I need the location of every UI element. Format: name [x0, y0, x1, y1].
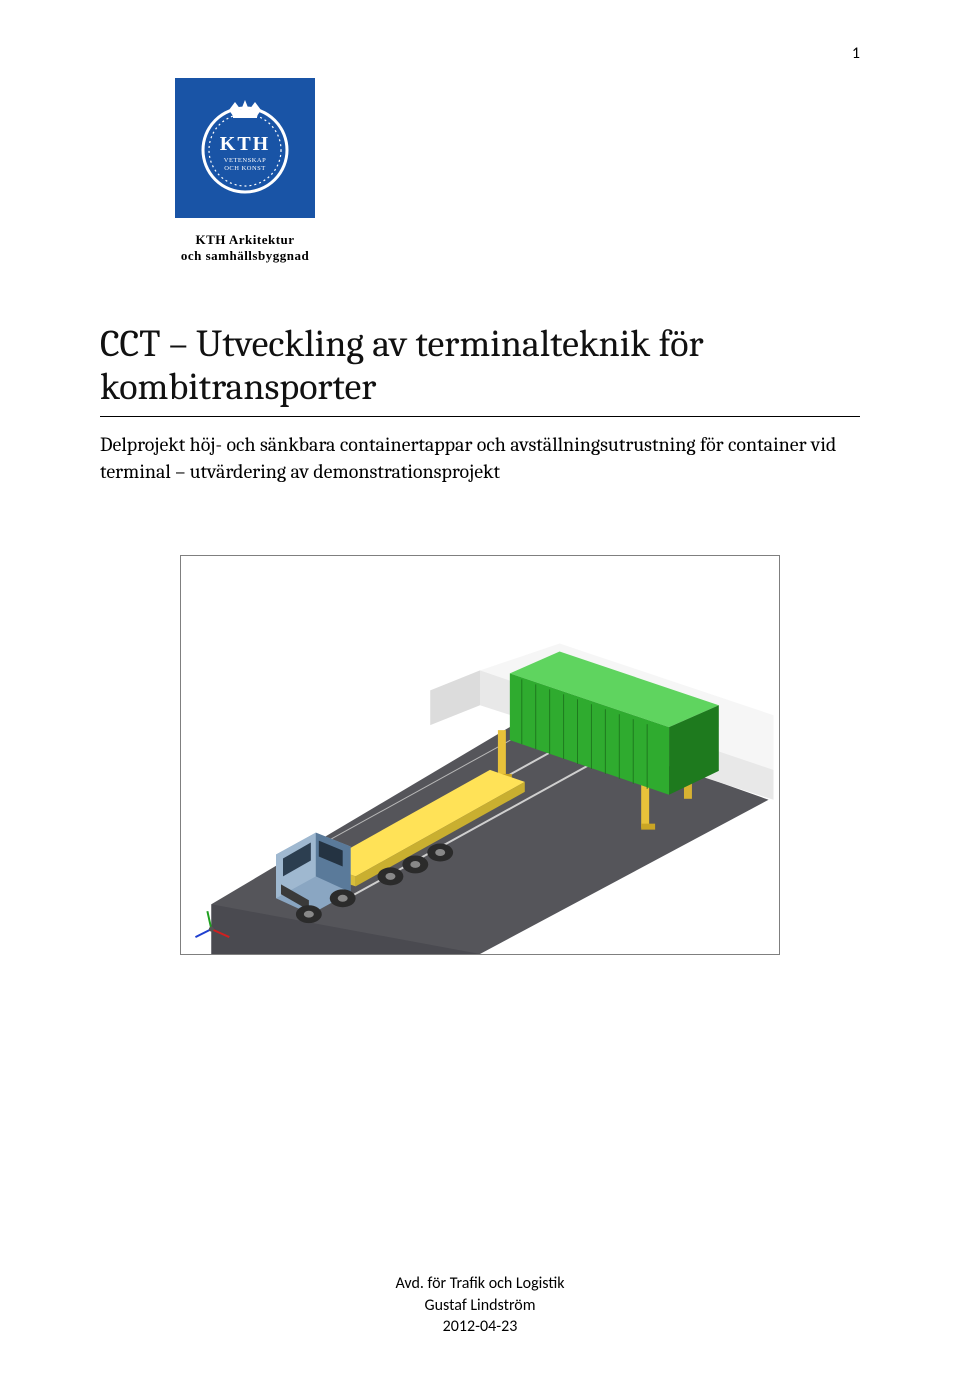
kth-logo-sub1: VETENSKAP [224, 157, 266, 164]
document-title: CCT – Utveckling av terminalteknik för k… [100, 323, 860, 410]
figure-cad-render [180, 555, 780, 955]
document-subtitle: Delprojekt höj- och sänkbara containerta… [100, 431, 860, 485]
kth-logo-sub2: OCH KONST [224, 165, 266, 172]
footer-line2: Gustaf Lindström [0, 1295, 960, 1317]
title-rule [100, 416, 860, 417]
kth-logo-block: KTH VETENSKAP OCH KONST KTH Arkitektur o… [140, 78, 350, 265]
kth-logo-text: KTH [220, 133, 270, 155]
logo-caption-line1: KTH Arkitektur [140, 232, 350, 248]
kth-logo-caption: KTH Arkitektur och samhällsbyggnad [140, 232, 350, 265]
logo-caption-line2: och samhällsbyggnad [140, 248, 350, 264]
kth-logo: KTH VETENSKAP OCH KONST [175, 78, 315, 218]
page-number: 1 [852, 44, 860, 63]
footer-line3: 2012-04-23 [0, 1316, 960, 1338]
footer: Avd. för Trafik och Logistik Gustaf Lind… [0, 1273, 960, 1338]
footer-line1: Avd. för Trafik och Logistik [0, 1273, 960, 1295]
